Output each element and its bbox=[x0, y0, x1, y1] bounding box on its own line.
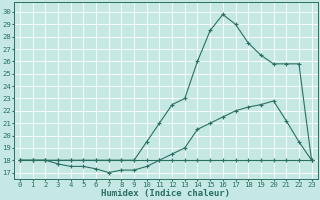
X-axis label: Humidex (Indice chaleur): Humidex (Indice chaleur) bbox=[101, 189, 230, 198]
